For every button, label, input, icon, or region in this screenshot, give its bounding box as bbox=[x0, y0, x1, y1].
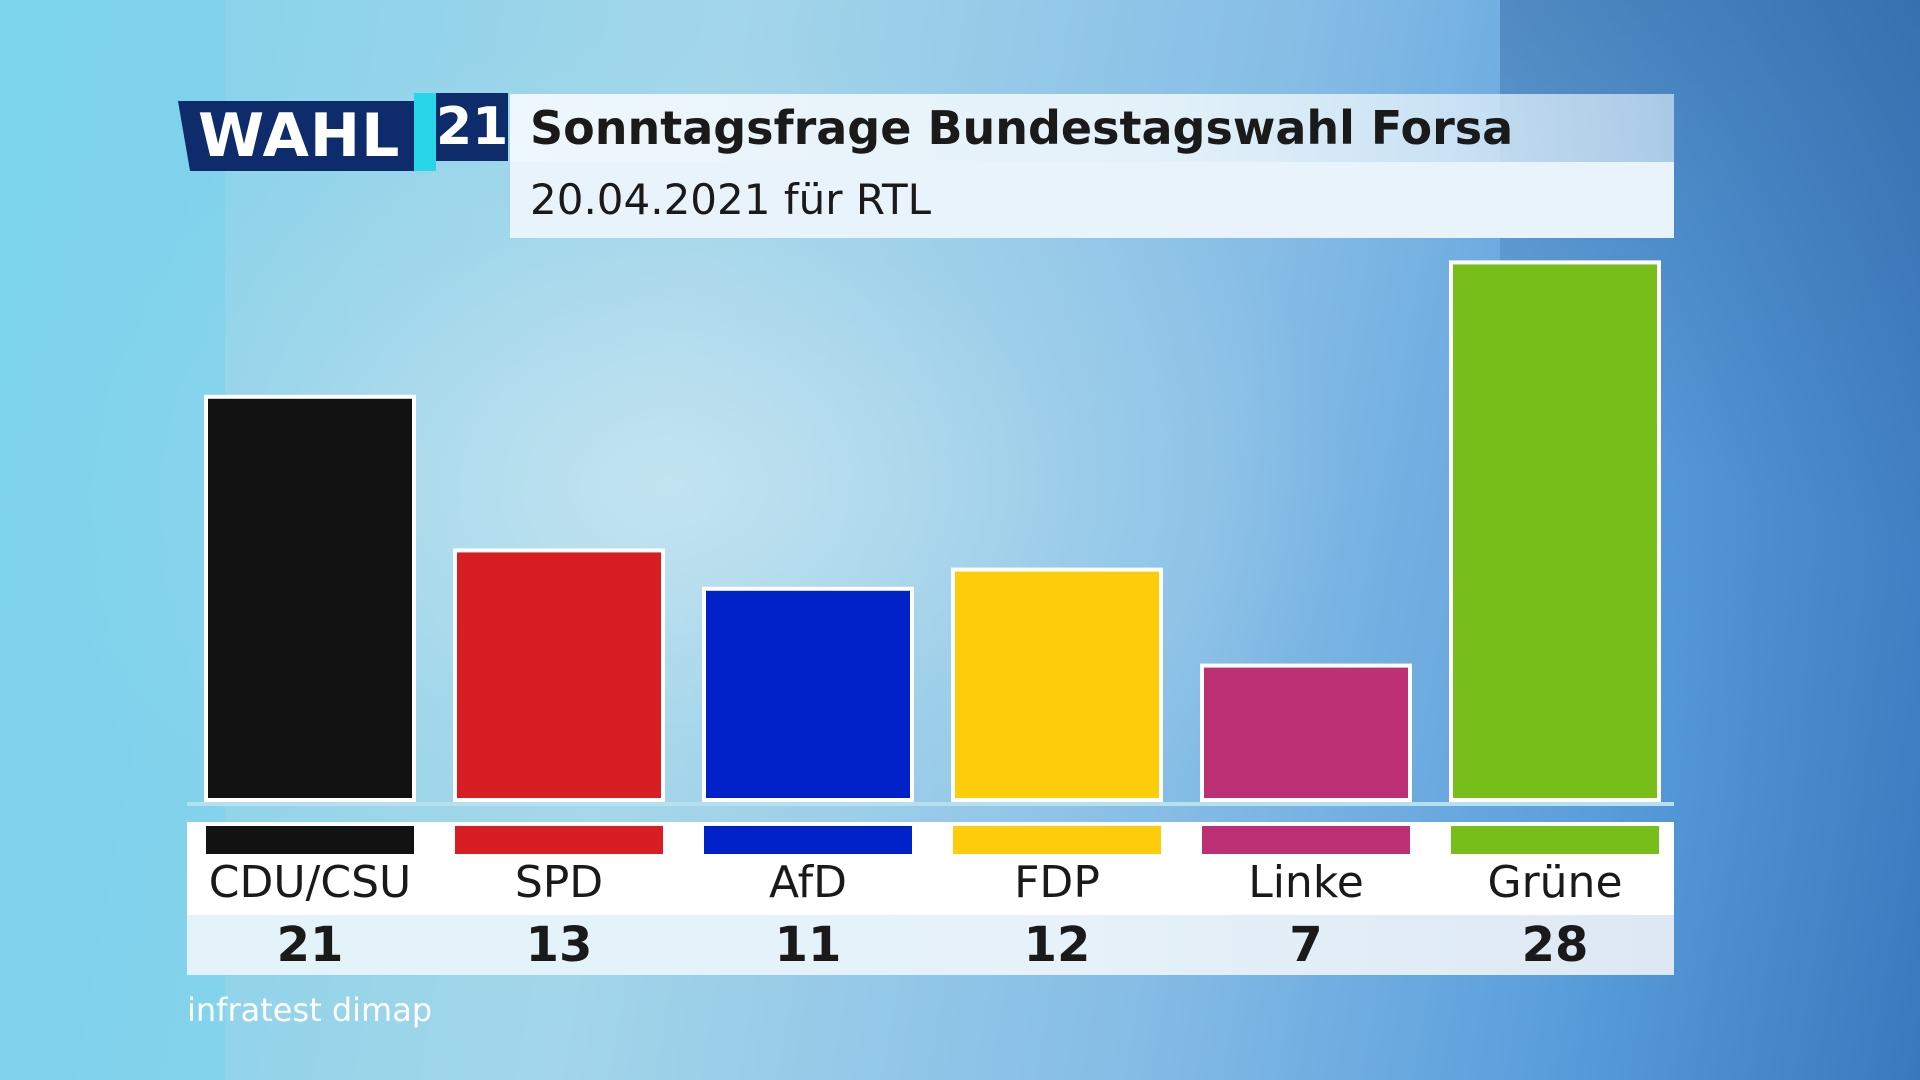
category-label: Linke bbox=[1248, 857, 1364, 908]
category-label: AfD bbox=[769, 857, 847, 908]
bar-fdp bbox=[951, 567, 1163, 802]
legend-swatch bbox=[1451, 826, 1659, 854]
logo-wahl-text: WAHL bbox=[198, 101, 401, 171]
logo-wahl-block bbox=[178, 101, 416, 171]
legend-swatch bbox=[953, 826, 1161, 854]
value-label: 21 bbox=[276, 917, 344, 973]
chart-title: Sonntagsfrage Bundestagswahl Forsa bbox=[530, 101, 1514, 155]
bar-linke bbox=[1200, 663, 1412, 802]
legend-swatch bbox=[1202, 826, 1410, 854]
subtitle-bar: 20.04.2021 für RTL bbox=[510, 162, 1674, 238]
legend-swatch bbox=[704, 826, 912, 854]
value-label: 11 bbox=[774, 917, 842, 973]
values-band bbox=[187, 915, 1674, 975]
baseline bbox=[187, 802, 1674, 806]
logo-accent bbox=[414, 93, 436, 171]
legend-swatch bbox=[206, 826, 414, 854]
bar-cdu-csu bbox=[204, 394, 416, 802]
value-label: 13 bbox=[525, 917, 593, 973]
title-bar: Sonntagsfrage Bundestagswahl Forsa bbox=[510, 94, 1674, 162]
category-label: CDU/CSU bbox=[208, 857, 412, 908]
logo-year: 21 bbox=[436, 93, 508, 161]
value-label: 12 bbox=[1023, 917, 1091, 973]
bar-afd bbox=[702, 586, 914, 802]
chart-subtitle: 20.04.2021 für RTL bbox=[530, 175, 932, 224]
category-label: SPD bbox=[514, 857, 604, 908]
bar-spd bbox=[453, 548, 665, 803]
category-label: Grüne bbox=[1487, 857, 1623, 908]
value-label: 28 bbox=[1521, 917, 1589, 973]
legend-swatch bbox=[455, 826, 663, 854]
source-label: infratest dimap bbox=[187, 991, 433, 1029]
bar-gr-ne bbox=[1449, 260, 1661, 802]
category-label: FDP bbox=[1014, 857, 1100, 908]
value-label: 7 bbox=[1289, 917, 1323, 973]
